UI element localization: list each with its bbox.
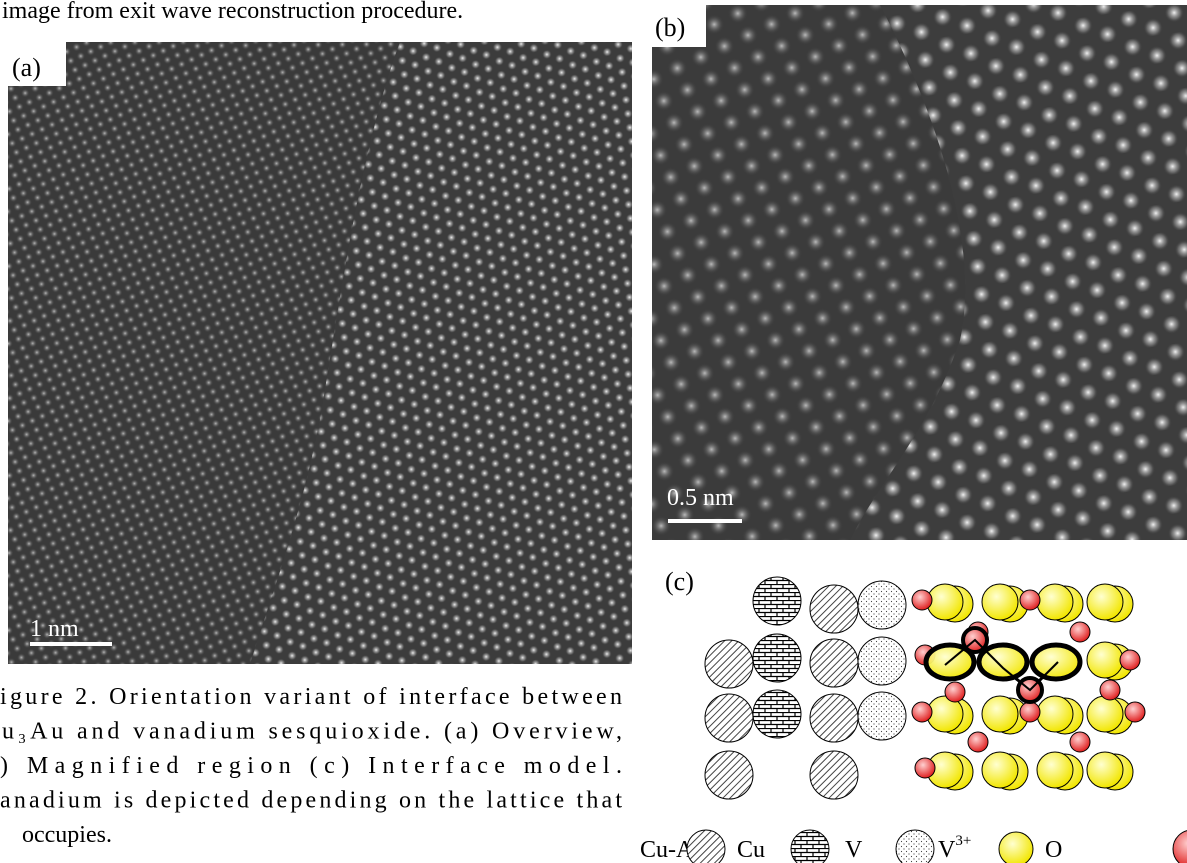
red-atom xyxy=(1120,650,1140,670)
cu-au-atom xyxy=(810,585,858,633)
o-atom xyxy=(1037,752,1073,788)
o-atom xyxy=(1037,584,1073,620)
cu-au-atom xyxy=(810,694,858,742)
scale-bar-label: 0.5 nm xyxy=(667,485,734,511)
red-atom xyxy=(912,702,932,722)
v-atom xyxy=(858,692,906,740)
red-atom xyxy=(968,732,988,752)
panel-label: (b) xyxy=(655,13,685,42)
o-atom xyxy=(1087,696,1123,732)
cu-au-atom xyxy=(705,694,753,742)
red-atom xyxy=(945,682,965,702)
scale-bar-label: 1 nm xyxy=(30,616,79,642)
cu-au-atom xyxy=(705,751,753,799)
legend-label: Cu xyxy=(737,837,765,863)
legend-label: V xyxy=(938,837,956,863)
o-atom xyxy=(1037,696,1073,732)
cu-au-atom xyxy=(705,640,753,688)
v-atom xyxy=(858,581,906,629)
panel-b-image xyxy=(652,5,1187,540)
red-atom xyxy=(912,590,932,610)
red-atom xyxy=(1070,732,1090,752)
cu-atom xyxy=(753,577,801,625)
caption: igure 2. Orientation variant of interfac… xyxy=(0,684,622,848)
cu-atom xyxy=(753,690,801,738)
caption-line: anadium is depicted depending on the lat… xyxy=(0,788,622,814)
red-atom xyxy=(1020,702,1040,722)
red-atom xyxy=(1070,622,1090,642)
o-atom xyxy=(1087,642,1123,678)
red-atom xyxy=(1125,702,1145,722)
page: image from exit wave reconstruction proc… xyxy=(0,0,1187,863)
header-text: image from exit wave reconstruction proc… xyxy=(2,0,463,24)
caption-line: u₃Au and vanadium sesquioxide. (a) Overv… xyxy=(2,719,622,745)
cu-atom xyxy=(753,634,801,682)
cu-au-atom xyxy=(810,639,858,687)
panel-label: (c) xyxy=(665,567,694,596)
legend-superscript: 3+ xyxy=(955,833,971,849)
o-atom xyxy=(982,752,1018,788)
legend-label: O xyxy=(1045,837,1062,863)
panel-label: (a) xyxy=(12,53,41,82)
o-atom-highlight xyxy=(1032,645,1080,679)
o-atom xyxy=(1087,752,1123,788)
panel-a-image xyxy=(8,42,632,664)
o-atom xyxy=(1087,584,1123,620)
v-atom xyxy=(858,637,906,685)
caption-line: ) Magnified region (c) Interface model. xyxy=(0,753,622,779)
o-atom xyxy=(982,584,1018,620)
cu-au-atom xyxy=(810,751,858,799)
legend-icon xyxy=(1173,830,1187,863)
legend-icon xyxy=(687,830,725,863)
o-atom xyxy=(982,696,1018,732)
caption-line: igure 2. Orientation variant of interfac… xyxy=(0,684,622,710)
interface-model xyxy=(705,577,1145,799)
legend-label: V xyxy=(845,837,863,863)
red-atom xyxy=(915,758,935,778)
red-atom xyxy=(1020,590,1040,610)
o-atom xyxy=(927,584,963,620)
legend-icon xyxy=(791,830,829,863)
legend-icon xyxy=(999,832,1033,863)
red-atom xyxy=(1100,680,1120,700)
legend-icon xyxy=(896,830,934,863)
caption-line: occupies. xyxy=(22,822,112,848)
